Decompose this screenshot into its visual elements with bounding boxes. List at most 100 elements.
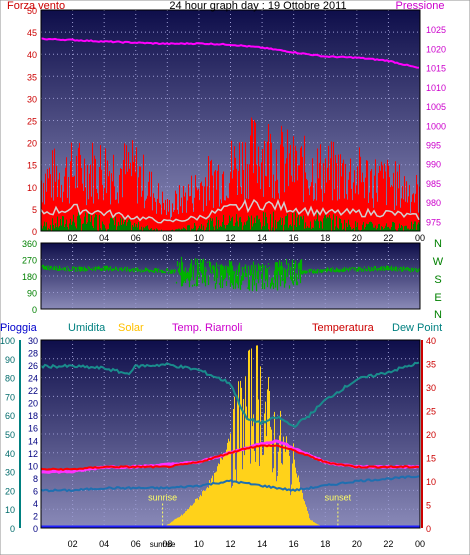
sun-marker-label: sunset bbox=[325, 493, 352, 503]
sun-marker-label: sunrise bbox=[148, 493, 177, 503]
tick-label: 1025 bbox=[426, 25, 446, 35]
tick-label: 30 bbox=[5, 468, 15, 478]
tick-label: 0 bbox=[426, 524, 431, 534]
tick-label: 12 bbox=[225, 539, 235, 549]
wind-axis-title: Forza vento bbox=[7, 0, 65, 12]
tick-label: 80 bbox=[5, 374, 15, 384]
tick-label: 1020 bbox=[426, 44, 446, 54]
tick-label: 4 bbox=[33, 499, 38, 509]
tick-label: 00 bbox=[415, 233, 425, 243]
tick-label: 14 bbox=[257, 233, 267, 243]
tick-label: 10 bbox=[426, 477, 436, 487]
tick-label: 10 bbox=[194, 539, 204, 549]
tick-label: 45 bbox=[27, 28, 37, 38]
tick-label: 20 bbox=[352, 233, 362, 243]
humidity-ticks: 0 10 20 30 40 50 60 70 80 90 100 bbox=[0, 336, 21, 534]
temp-x-ticks: 02 04 06 08 10 12 14 16 18 20 22 00 sunrise bbox=[68, 539, 425, 549]
tick-label: 14 bbox=[257, 539, 267, 549]
tick-label: 40 bbox=[5, 449, 15, 459]
tick-label: 35 bbox=[426, 360, 436, 370]
tick-label: 1000 bbox=[426, 121, 446, 131]
tick-label: 12 bbox=[28, 449, 38, 459]
tick-label: 90 bbox=[27, 289, 37, 299]
tick-label: 10 bbox=[194, 233, 204, 243]
tick-label: 25 bbox=[426, 407, 436, 417]
compass-label: W bbox=[433, 256, 444, 268]
tick-label: 975 bbox=[426, 217, 441, 227]
tick-label: 16 bbox=[289, 233, 299, 243]
tick-label: 18 bbox=[320, 539, 330, 549]
tick-label: 1005 bbox=[426, 102, 446, 112]
tick-label: 20 bbox=[352, 539, 362, 549]
tick-label: 10 bbox=[27, 183, 37, 193]
tick-label: 0 bbox=[33, 524, 38, 534]
dew-point-series bbox=[40, 475, 420, 493]
tick-label: 50 bbox=[5, 430, 15, 440]
tick-label: 08 bbox=[162, 233, 172, 243]
tick-label: 50 bbox=[27, 6, 37, 16]
pressure-right-ticks: 975 980 985 990 995 1000 1005 1010 1015 1020 1025 bbox=[426, 25, 446, 227]
wind-x-ticks: 02 04 06 08 10 12 14 16 18 20 22 00 bbox=[68, 233, 425, 243]
tick-label: 990 bbox=[426, 160, 441, 170]
tick-label: 2 bbox=[33, 511, 38, 521]
temp-right-ticks: 0 5 10 15 20 25 30 35 40 bbox=[421, 336, 436, 534]
wind-left-ticks: 0 5 10 15 20 25 30 35 40 45 50 bbox=[27, 6, 37, 237]
direction-panel-border bbox=[40, 242, 421, 310]
pressure-axis-title: Pressione bbox=[396, 0, 445, 12]
tick-label: 02 bbox=[68, 233, 78, 243]
legend-item: Dew Point bbox=[392, 322, 442, 334]
tick-label: 22 bbox=[383, 539, 393, 549]
legend: Pioggia Umidita Solar Temp. Riarnoli Tempera… bbox=[0, 322, 442, 334]
tick-label: 20 bbox=[28, 399, 38, 409]
tick-label: 270 bbox=[22, 256, 37, 266]
tick-label: 14 bbox=[28, 436, 38, 446]
tick-label: 26 bbox=[28, 361, 38, 371]
tick-label: 02 bbox=[68, 539, 78, 549]
tick-label: 100 bbox=[0, 336, 15, 346]
wind-gust-series bbox=[41, 117, 420, 231]
tick-label: 0 bbox=[32, 227, 37, 237]
tick-label: 18 bbox=[28, 411, 38, 421]
tick-label: 22 bbox=[383, 233, 393, 243]
tick-label: 40 bbox=[27, 50, 37, 60]
tick-label: 30 bbox=[28, 336, 38, 346]
tick-label: 12 bbox=[225, 233, 235, 243]
tick-label: 16 bbox=[28, 424, 38, 434]
compass-label: E bbox=[434, 292, 441, 304]
sun-markers: sunrise sunset bbox=[148, 493, 352, 528]
tick-label: 0 bbox=[10, 524, 15, 534]
tick-label: 8 bbox=[33, 474, 38, 484]
legend-item: Umidita bbox=[68, 322, 106, 334]
tick-label: 0 bbox=[32, 305, 37, 315]
pressure-series bbox=[40, 37, 420, 69]
tick-label: 30 bbox=[426, 383, 436, 393]
tick-label: 15 bbox=[426, 454, 436, 464]
tick-label: 70 bbox=[5, 392, 15, 402]
tick-label: 28 bbox=[28, 349, 38, 359]
temp-panel-border bbox=[40, 339, 421, 529]
tick-label: 00 bbox=[415, 539, 425, 549]
tick-label: 985 bbox=[426, 179, 441, 189]
tick-label: 25 bbox=[27, 117, 37, 127]
tick-label: 5 bbox=[426, 501, 431, 511]
tick-label: 06 bbox=[131, 539, 141, 549]
tick-label: 5 bbox=[32, 205, 37, 215]
compass-label: S bbox=[434, 274, 441, 286]
tick-label: 60 bbox=[5, 411, 15, 421]
temperatura-series bbox=[40, 444, 420, 472]
tick-label: 1010 bbox=[426, 83, 446, 93]
direction-left-ticks: 0 90 180 270 360 bbox=[22, 239, 37, 315]
tick-label: 10 bbox=[28, 461, 38, 471]
tick-label: 35 bbox=[27, 72, 37, 82]
tick-label: 06 bbox=[131, 233, 141, 243]
tick-label: 995 bbox=[426, 141, 441, 151]
legend-item: Pioggia bbox=[0, 322, 38, 334]
tick-label: 980 bbox=[426, 198, 441, 208]
tick-label: 24 bbox=[28, 374, 38, 384]
legend-item: Temperatura bbox=[312, 322, 375, 334]
tick-label: 18 bbox=[320, 233, 330, 243]
legend-item: Solar bbox=[118, 322, 144, 334]
tick-label: 6 bbox=[33, 486, 38, 496]
